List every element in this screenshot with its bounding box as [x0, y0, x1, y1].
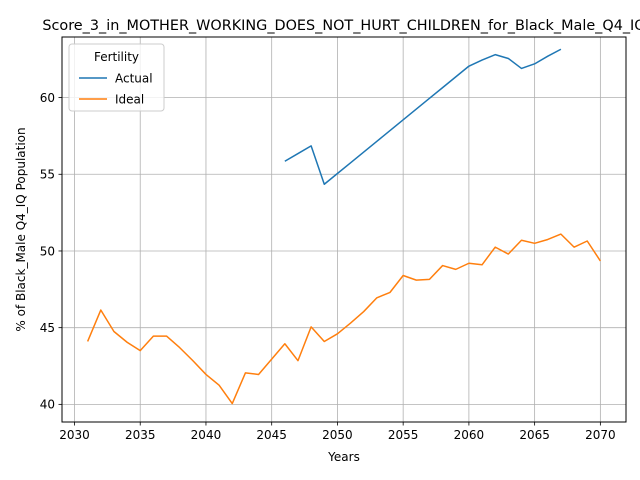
legend-label-ideal: Ideal: [115, 92, 144, 106]
axis-ticks: 2030 2035 2040 2045 2050 2055 2060 2065 2070 40 45…: [40, 91, 616, 442]
legend-box: [68, 43, 165, 112]
x-tick-label: 2060: [454, 428, 485, 442]
y-tick-label: 60: [40, 91, 55, 105]
x-tick-label: 2045: [256, 428, 287, 442]
legend-title: Fertility: [94, 50, 139, 64]
grid-lines: [62, 37, 626, 422]
y-tick-label: 40: [40, 398, 55, 412]
series-lines: [86, 48, 601, 405]
series-line-actual: [284, 48, 562, 185]
y-axis-label: % of Black_Male Q4_IQ Population: [14, 127, 28, 331]
legend: Fertility Actual Ideal: [68, 43, 165, 112]
legend-label-actual: Actual: [115, 71, 153, 85]
y-tick-label: 55: [40, 168, 55, 182]
x-tick-label: 2070: [585, 428, 616, 442]
x-axis-label: Years: [327, 450, 360, 464]
x-tick-label: 2040: [191, 428, 222, 442]
x-tick-label: 2065: [519, 428, 550, 442]
x-tick-label: 2050: [322, 428, 353, 442]
series-line-ideal: [86, 233, 601, 405]
y-tick-label: 50: [40, 244, 55, 258]
legend-items: Actual Ideal: [79, 71, 153, 106]
chart-title: Score_3_in_MOTHER_WORKING_DOES_NOT_HURT_…: [42, 18, 640, 34]
y-tick-label: 45: [40, 321, 55, 335]
x-tick-label: 2030: [59, 428, 90, 442]
x-tick-label: 2055: [388, 428, 419, 442]
plot-frame: [61, 36, 627, 423]
x-tick-label: 2035: [125, 428, 156, 442]
